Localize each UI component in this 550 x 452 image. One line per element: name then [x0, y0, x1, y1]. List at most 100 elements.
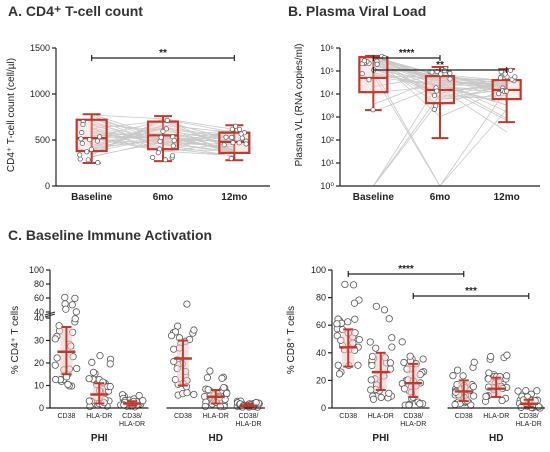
x-tick-label: HLA-DR [483, 413, 509, 420]
data-point [236, 140, 242, 146]
data-point [229, 126, 235, 132]
panel-a-title: A. CD4⁺ T-cell count [8, 3, 143, 19]
data-point [366, 77, 372, 83]
data-point [449, 372, 457, 380]
data-point [160, 128, 166, 134]
data-point [85, 375, 93, 383]
x-tick-label: HLA-DR [400, 421, 426, 428]
data-point [372, 302, 380, 310]
x-tick-label: CD38 [174, 413, 192, 420]
data-point [223, 134, 229, 140]
x-tick-label: CD38 [455, 413, 473, 420]
data-point [220, 383, 228, 392]
x-tick-label: HLA-DR [119, 421, 145, 428]
data-point [53, 354, 61, 362]
data-point [380, 306, 389, 314]
data-point [354, 361, 362, 369]
y-tick-label: 30 [34, 336, 44, 346]
data-point [135, 391, 143, 400]
data-point [190, 326, 198, 334]
data-point [228, 155, 234, 161]
data-point [447, 76, 453, 82]
data-point [94, 138, 100, 144]
data-point [469, 383, 477, 391]
data-point [434, 88, 440, 94]
group-label: HD [489, 433, 503, 444]
sig-label: **** [398, 264, 414, 275]
data-point [374, 61, 380, 67]
data-point [369, 395, 378, 403]
y-tick-label: 20 [34, 358, 44, 368]
data-point [229, 134, 235, 140]
data-point [85, 157, 91, 163]
data-point [350, 299, 359, 307]
sig-label: *** [465, 286, 477, 297]
panel-a-ylabel: CD4⁺ T-cell count (cell/µl) [6, 58, 17, 172]
data-point [385, 389, 393, 397]
group-label: HD [209, 433, 223, 444]
data-point [344, 318, 352, 326]
data-point [507, 67, 514, 73]
data-point [71, 315, 79, 323]
data-point [237, 126, 243, 132]
data-point [206, 367, 214, 375]
data-point [170, 345, 178, 353]
data-point [183, 389, 191, 397]
x-tick-label: 12mo [494, 192, 520, 203]
data-point [350, 281, 358, 289]
group-label: PHI [372, 433, 389, 444]
data-point [398, 338, 406, 346]
axis-break [44, 313, 56, 318]
data-point [96, 352, 104, 360]
data-point [164, 117, 170, 123]
data-point [512, 74, 518, 80]
data-point [203, 374, 212, 382]
data-point [470, 392, 478, 400]
x-tick-label: CD38 [339, 413, 357, 420]
y-tick-label: 60 [316, 320, 326, 330]
data-point [233, 123, 239, 129]
y-tick-label: 10² [321, 135, 334, 145]
x-tick-label: HLA-DR [86, 413, 112, 420]
data-point [61, 293, 69, 302]
data-point [341, 280, 349, 289]
data-point [419, 355, 427, 363]
data-point [359, 71, 365, 77]
data-point [485, 369, 493, 377]
sig-label: ** [159, 48, 167, 59]
x-tick-label: CD38/ [519, 413, 539, 420]
data-point [168, 332, 176, 340]
x-tick-label: HLA-DR [203, 413, 229, 420]
data-point [503, 372, 511, 380]
data-point [503, 351, 511, 359]
y-tick-label: 80 [316, 293, 326, 303]
data-point [504, 88, 510, 94]
x-tick-label: 12mo [221, 192, 247, 203]
data-point [487, 352, 495, 361]
data-point [51, 335, 59, 343]
data-point [68, 301, 76, 309]
data-point [497, 75, 504, 81]
data-point [498, 396, 506, 405]
data-point [406, 352, 414, 360]
data-point [183, 300, 191, 308]
data-point [170, 143, 176, 149]
data-point [533, 387, 541, 395]
sig-label: ** [436, 60, 444, 71]
data-point [367, 386, 375, 394]
x-tick-label: HLA-DR [368, 413, 394, 420]
panel-d-ylabel: % CD8⁺ T cells [286, 306, 297, 374]
data-point [88, 358, 96, 366]
data-point [71, 294, 79, 302]
data-point [64, 380, 72, 389]
data-point [333, 320, 341, 328]
data-point [447, 70, 453, 76]
panel-b-title: B. Plasma Viral Load [288, 3, 426, 19]
data-point [62, 305, 70, 313]
y-tick-label: 100 [29, 265, 44, 275]
data-point [78, 136, 84, 142]
data-point [432, 92, 438, 99]
data-point [85, 397, 93, 405]
data-point [163, 126, 169, 132]
